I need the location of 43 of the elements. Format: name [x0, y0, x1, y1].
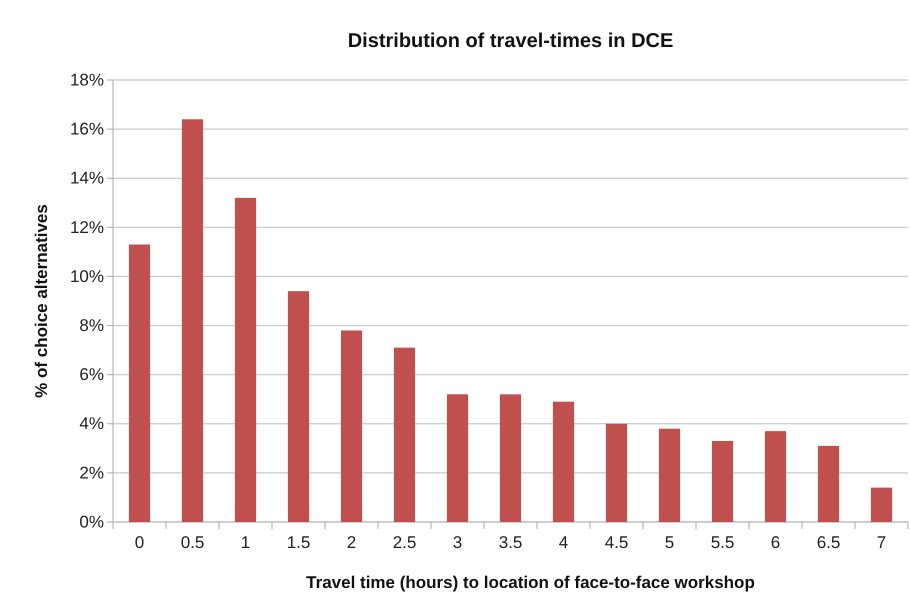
x-tick-label: 0.5	[180, 533, 204, 552]
y-tick-label: 18%	[70, 70, 104, 90]
y-tick-label: 0%	[79, 512, 104, 532]
bar	[870, 488, 892, 522]
x-tick-label: 5.5	[710, 533, 734, 552]
bar	[288, 291, 310, 522]
y-axis-title: % of choice alternatives	[32, 204, 51, 398]
x-tick-label: 1	[240, 533, 250, 552]
y-tick-label: 14%	[70, 168, 104, 188]
y-tick-label: 8%	[79, 316, 104, 335]
bar	[606, 424, 628, 522]
x-tick-label: 2.5	[392, 533, 416, 552]
x-tick-label: 6.5	[816, 533, 840, 552]
x-tick-label: 1.5	[286, 533, 310, 552]
chart-title: Distribution of travel-times in DCE	[348, 30, 674, 52]
x-tick-label: 4	[558, 533, 568, 552]
bar	[128, 244, 150, 522]
y-tick-label: 12%	[70, 218, 104, 237]
y-tick-label: 10%	[70, 266, 104, 286]
x-tick-label: 2	[346, 533, 356, 552]
y-tick-label: 2%	[79, 463, 104, 482]
y-tick-label: 4%	[79, 414, 104, 434]
x-tick-label: 5	[664, 533, 674, 552]
x-axis-title: Travel time (hours) to location of face-to-face workshop	[306, 573, 755, 592]
bar	[182, 119, 204, 522]
bar	[500, 394, 522, 522]
bar	[394, 348, 416, 522]
x-tick-label: 0	[134, 533, 144, 552]
bar	[764, 431, 786, 522]
bar	[340, 330, 362, 522]
y-tick-label: 6%	[79, 365, 104, 384]
bar	[712, 440, 734, 522]
x-tick-label: 3	[452, 533, 462, 552]
x-tick-label: 7	[876, 533, 886, 552]
x-tick-label: 4.5	[604, 533, 628, 552]
x-tick-label: 3.5	[498, 533, 522, 552]
bar	[658, 428, 680, 522]
y-tick-label: 16%	[70, 120, 104, 139]
bar	[234, 198, 256, 522]
bar	[818, 446, 840, 522]
x-tick-label: 6	[770, 533, 780, 552]
bar	[552, 402, 574, 522]
bar	[446, 394, 468, 522]
